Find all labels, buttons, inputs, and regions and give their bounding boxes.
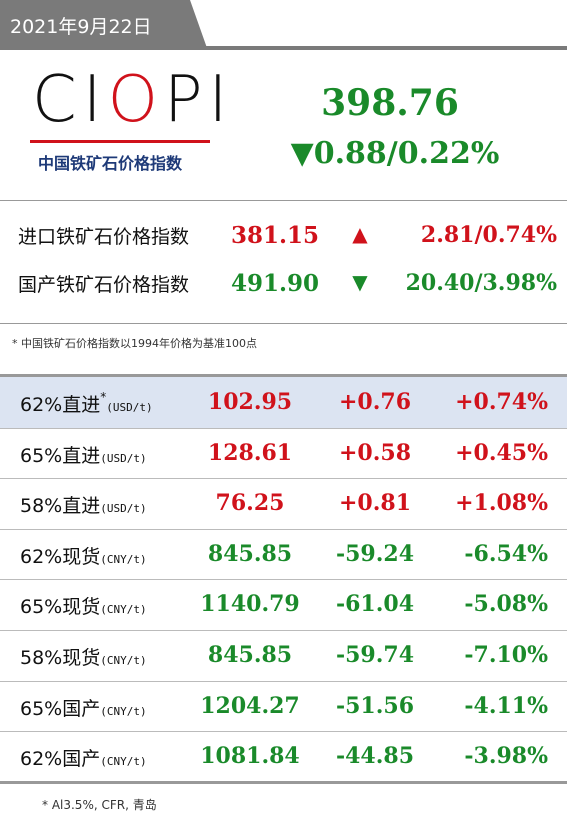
row-name: 58%直进: [20, 495, 101, 518]
row-change: +0.81: [338, 490, 411, 517]
row-price: 76.25: [215, 490, 285, 517]
row-name: 65%直进: [20, 444, 101, 467]
row-highlight: [0, 377, 567, 428]
row-name: 65%国产: [20, 697, 101, 720]
logo: CIOPI: [32, 68, 233, 132]
row-divider: [0, 427, 567, 429]
logo-part: PI: [163, 63, 234, 137]
row-price: 1140.79: [200, 591, 300, 618]
row-divider: [0, 630, 567, 631]
tab-line: [0, 46, 567, 50]
row-name: 62%直进: [20, 394, 101, 416]
index-value: 381.15: [230, 222, 320, 249]
row-price: 102.95: [207, 389, 293, 415]
row-pct: -7.10%: [464, 642, 548, 668]
row-pct: -5.08%: [464, 591, 548, 618]
row-price: 1204.27: [200, 692, 300, 719]
row-pct: -6.54%: [464, 540, 548, 567]
index-change: 20.40/3.98%: [405, 270, 557, 296]
row-unit: (CNY/t): [100, 704, 147, 718]
divider: [0, 200, 567, 201]
row-pct: +0.45%: [455, 439, 548, 466]
row-price: 845.85: [207, 642, 293, 668]
row-label: 58%现货(CNY/t): [20, 643, 147, 670]
row-divider: [0, 731, 567, 733]
index-value: 491.90: [230, 270, 320, 297]
row-unit: (USD/t): [106, 401, 153, 414]
row-label: 58%直进(USD/t): [20, 491, 147, 518]
row-label: 65%国产(CNY/t): [20, 694, 147, 721]
divider: [0, 323, 567, 324]
row-divider: [0, 478, 567, 480]
row-label: 62%直进*(USD/t): [20, 390, 153, 417]
row-pct: +1.08%: [455, 490, 548, 517]
row-pct: +0.74%: [455, 389, 548, 415]
index-name: 国产铁矿石价格指数: [18, 274, 190, 296]
logo-part: CI: [32, 63, 108, 137]
index-change: 2.81/0.74%: [420, 222, 557, 248]
row-mark: *: [100, 390, 107, 404]
row-divider: [0, 680, 567, 682]
row-price: 845.85: [207, 540, 293, 567]
row-change: -59.74: [335, 642, 415, 668]
index-name: 进口铁矿石价格指数: [18, 226, 190, 248]
row-change: -61.04: [335, 591, 415, 618]
row-price: 1081.84: [200, 743, 300, 770]
footnote: * Al3.5%, CFR, 青岛: [42, 798, 157, 812]
row-unit: (USD/t): [100, 451, 147, 465]
row-unit: (USD/t): [100, 502, 147, 516]
logo-rule: [30, 140, 210, 143]
row-pct: -4.11%: [464, 692, 548, 719]
row-label: 65%直进(USD/t): [20, 441, 147, 468]
note: * 中国铁矿石价格指数以1994年价格为基准100点: [12, 337, 257, 350]
row-unit: (CNY/t): [100, 603, 147, 617]
row-name: 65%现货: [20, 596, 101, 619]
row-change: +0.76: [338, 389, 411, 415]
row-change: -44.85: [335, 743, 415, 770]
logo-part: O: [107, 63, 164, 137]
row-name: 62%国产: [20, 748, 101, 771]
row-unit: (CNY/t): [100, 552, 147, 566]
row-change: +0.58: [338, 439, 411, 466]
main-change: ▼0.88/0.22%: [290, 136, 500, 171]
row-pct: -3.98%: [464, 743, 548, 770]
date-tab: [0, 0, 207, 48]
row-divider: [0, 579, 567, 581]
row-price: 128.61: [207, 439, 293, 466]
row-label: 62%国产(CNY/t): [20, 744, 147, 771]
index-arrow: ▼: [352, 270, 368, 294]
logo-subtitle: 中国铁矿石价格指数: [38, 154, 183, 173]
table-top: [0, 374, 567, 377]
index-arrow: ▲: [352, 222, 368, 246]
main-value: 398.76: [321, 82, 459, 124]
row-name: 58%现货: [20, 647, 101, 669]
row-divider: [0, 528, 567, 530]
table-bottom: [0, 781, 567, 784]
row-name: 62%现货: [20, 545, 101, 568]
row-label: 65%现货(CNY/t): [20, 592, 147, 619]
row-unit: (CNY/t): [100, 755, 147, 769]
row-label: 62%现货(CNY/t): [20, 542, 147, 569]
row-change: -51.56: [335, 692, 415, 719]
date: 2021年9月22日: [10, 16, 152, 38]
row-change: -59.24: [335, 540, 415, 567]
row-unit: (CNY/t): [100, 654, 147, 667]
